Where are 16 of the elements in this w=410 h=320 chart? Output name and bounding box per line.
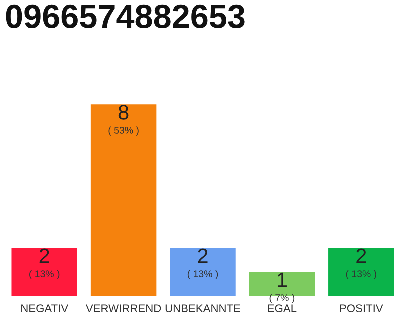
data-label: 1 bbox=[278, 272, 287, 288]
chart-title: 0966574882653 bbox=[6, 4, 245, 29]
data-label: 2 bbox=[356, 248, 366, 264]
data-label: 2 bbox=[198, 248, 208, 264]
annotation: ( 13% ) bbox=[188, 270, 218, 280]
data-label: 8 bbox=[118, 105, 129, 120]
annotation: ( 53% ) bbox=[108, 126, 139, 136]
x-tick-label: NEGATIV bbox=[22, 304, 69, 312]
data-label: 2 bbox=[40, 248, 50, 264]
x-tick-label: EGAL bbox=[268, 304, 297, 312]
annotation: ( 7% ) bbox=[270, 294, 295, 304]
annotation: ( 13% ) bbox=[346, 270, 376, 280]
x-tick-label: VERWIRREND bbox=[86, 304, 162, 312]
annotation: ( 13% ) bbox=[30, 270, 60, 280]
x-tick-label: UNBEKANNTE bbox=[166, 304, 240, 312]
x-tick-label: POSITIV bbox=[340, 304, 384, 312]
